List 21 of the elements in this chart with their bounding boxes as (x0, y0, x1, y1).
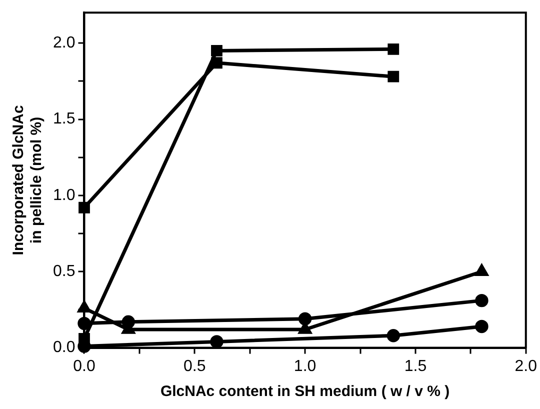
y-tick-label: 2.0 (52, 34, 76, 52)
y-tick-label: 0.5 (52, 263, 76, 280)
point (475, 294, 488, 308)
x-axis-title: GlcNAc content in SH medium ( w / v % ) (160, 383, 450, 400)
x-tick-label: 2.0 (514, 358, 538, 375)
point (298, 312, 312, 326)
x-tick-label: 1.0 (294, 358, 316, 375)
x-tick-label: 0.0 (73, 358, 96, 375)
point (388, 43, 400, 55)
point (388, 70, 400, 82)
x-tick-label: 0.5 (184, 358, 206, 375)
point (386, 329, 400, 342)
y-tick-label: 0.0 (52, 339, 76, 356)
point (474, 264, 488, 276)
y-axis-title: Incorporated GlcNAc in pellicle (mol %) (10, 105, 46, 256)
y-tick-label: 1.5 (52, 110, 76, 128)
point (475, 320, 488, 334)
point (210, 335, 224, 348)
point (211, 44, 222, 56)
y-tick-label: 1.0 (52, 186, 76, 204)
x-tick-label: 1.5 (404, 358, 427, 375)
